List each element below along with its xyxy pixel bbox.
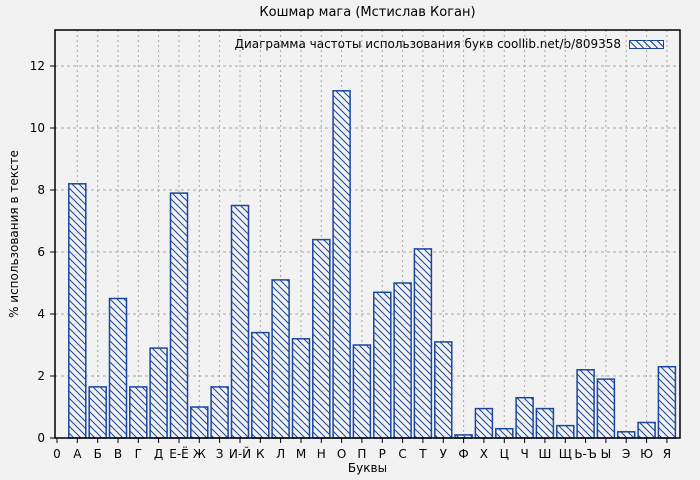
svg-text:Ц: Ц — [500, 447, 509, 461]
svg-text:Г: Г — [135, 447, 142, 461]
svg-text:В: В — [114, 447, 122, 461]
svg-text:Я: Я — [663, 447, 671, 461]
svg-text:И-Й: И-Й — [229, 446, 251, 461]
chart-title: Кошмар мага (Мстислав Коган) — [259, 5, 476, 20]
svg-text:12: 12 — [30, 59, 45, 73]
svg-text:З: З — [216, 447, 224, 461]
svg-text:Т: Т — [418, 447, 427, 461]
svg-text:Х: Х — [480, 447, 488, 461]
svg-text:2: 2 — [37, 369, 45, 383]
svg-text:К: К — [256, 447, 265, 461]
svg-text:Э: Э — [622, 447, 630, 461]
svg-text:Б: Б — [94, 447, 102, 461]
svg-text:Ы: Ы — [601, 447, 612, 461]
svg-text:О: О — [337, 447, 346, 461]
svg-text:С: С — [398, 447, 406, 461]
svg-text:П: П — [357, 447, 366, 461]
svg-text:6: 6 — [37, 245, 45, 259]
svg-text:Ь-Ъ: Ь-Ъ — [574, 447, 597, 461]
svg-text:Щ: Щ — [559, 447, 572, 461]
svg-text:У: У — [440, 447, 448, 461]
svg-text:М: М — [296, 447, 306, 461]
svg-text:0: 0 — [37, 431, 45, 445]
svg-text:Ж: Ж — [193, 447, 206, 461]
svg-text:Е-Ё: Е-Ё — [169, 446, 189, 461]
svg-text:10: 10 — [30, 121, 45, 135]
svg-text:А: А — [73, 447, 82, 461]
svg-text:Ш: Ш — [538, 447, 551, 461]
svg-text:Ю: Ю — [640, 447, 653, 461]
svg-text:0: 0 — [53, 447, 61, 461]
svg-text:Р: Р — [379, 447, 386, 461]
svg-text:Д: Д — [154, 447, 163, 461]
x-axis-label: Буквы — [347, 461, 388, 475]
svg-text:Л: Л — [276, 447, 285, 461]
svg-text:Н: Н — [317, 447, 326, 461]
svg-text:4: 4 — [37, 307, 45, 321]
svg-text:Ф: Ф — [458, 447, 468, 461]
svg-text:8: 8 — [37, 183, 45, 197]
svg-text:Ч: Ч — [520, 447, 528, 461]
